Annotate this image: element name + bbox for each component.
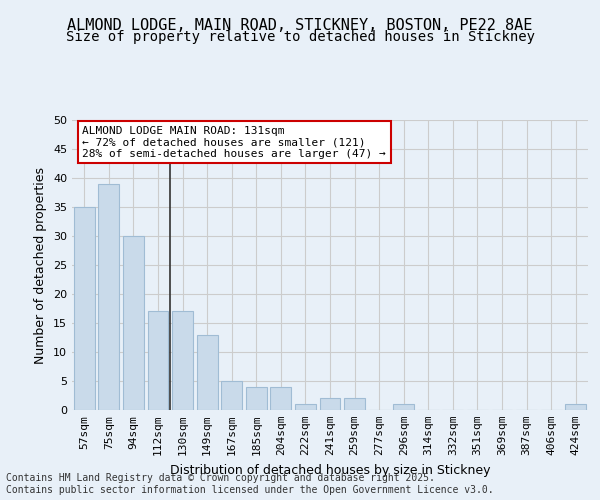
Bar <box>271 387 292 410</box>
X-axis label: Distribution of detached houses by size in Stickney: Distribution of detached houses by size … <box>170 464 490 476</box>
Bar <box>197 334 218 410</box>
Bar <box>74 207 95 410</box>
Bar <box>393 404 414 410</box>
Bar <box>565 404 586 410</box>
Text: Contains HM Land Registry data © Crown copyright and database right 2025.
Contai: Contains HM Land Registry data © Crown c… <box>6 474 494 495</box>
Bar <box>221 381 242 410</box>
Text: ALMOND LODGE MAIN ROAD: 131sqm
← 72% of detached houses are smaller (121)
28% of: ALMOND LODGE MAIN ROAD: 131sqm ← 72% of … <box>82 126 386 159</box>
Bar <box>98 184 119 410</box>
Y-axis label: Number of detached properties: Number of detached properties <box>34 166 47 364</box>
Bar <box>295 404 316 410</box>
Bar <box>172 312 193 410</box>
Bar <box>344 398 365 410</box>
Bar <box>148 312 169 410</box>
Bar <box>320 398 340 410</box>
Text: ALMOND LODGE, MAIN ROAD, STICKNEY, BOSTON, PE22 8AE: ALMOND LODGE, MAIN ROAD, STICKNEY, BOSTO… <box>67 18 533 32</box>
Bar <box>246 387 267 410</box>
Bar <box>123 236 144 410</box>
Text: Size of property relative to detached houses in Stickney: Size of property relative to detached ho… <box>65 30 535 44</box>
